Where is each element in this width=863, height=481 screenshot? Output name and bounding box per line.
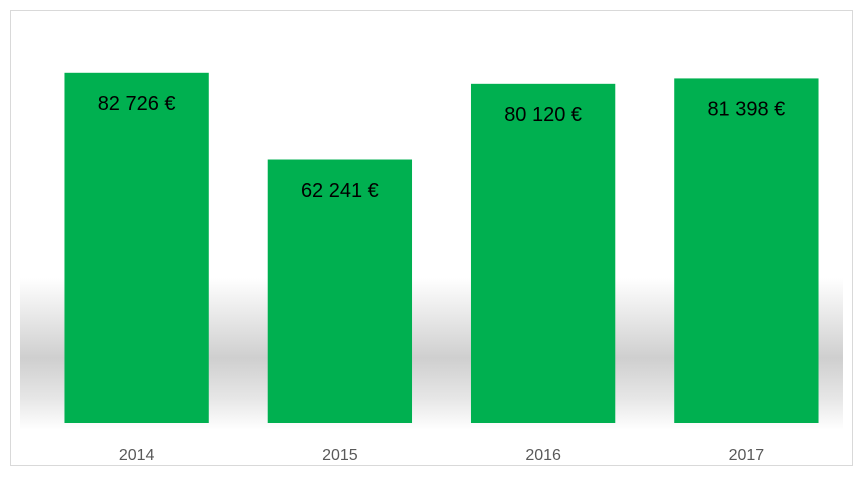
- bar: [267, 159, 413, 423]
- data-label: 62 241 €: [301, 180, 379, 202]
- data-label: 82 726 €: [98, 93, 176, 115]
- bar: [674, 78, 819, 423]
- bar: [470, 83, 616, 424]
- data-label: 81 398 €: [707, 99, 785, 121]
- x-tick-label: 2016: [525, 447, 561, 464]
- x-tick-label: 2015: [322, 447, 358, 464]
- x-tick-label: 2014: [119, 447, 155, 464]
- data-label: 80 120 €: [504, 104, 582, 126]
- x-tick-label: 2017: [729, 447, 765, 464]
- bar: [64, 72, 209, 423]
